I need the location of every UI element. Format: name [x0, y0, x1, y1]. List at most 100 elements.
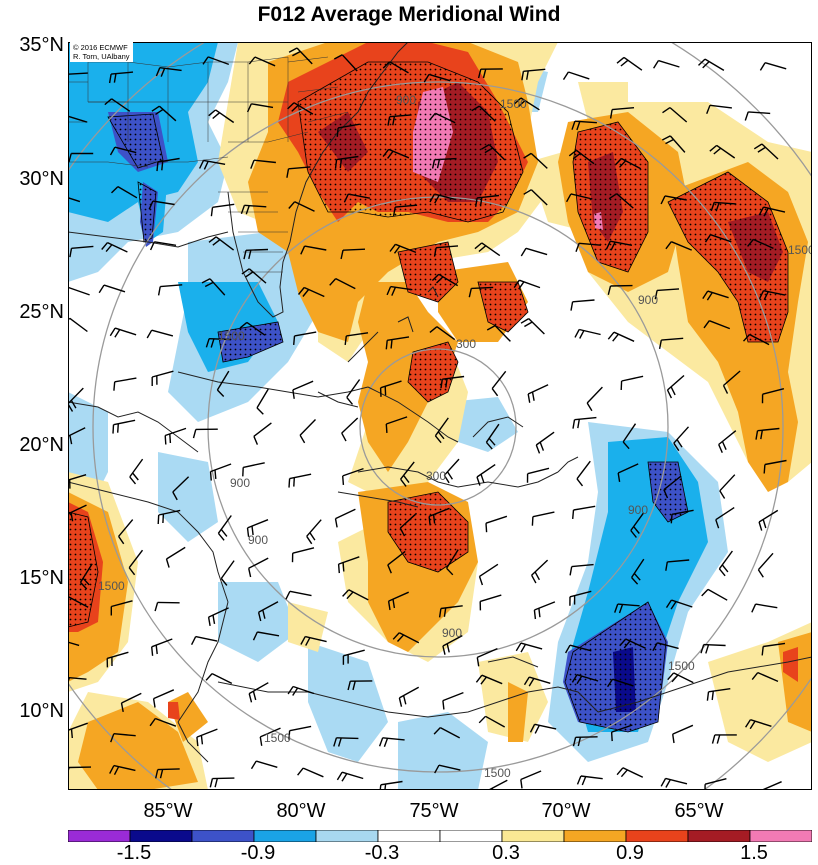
wind-barb-shaft [477, 194, 500, 199]
wind-barb-feather [527, 393, 531, 403]
wind-barb-shaft [292, 380, 314, 391]
wind-barb-shaft [172, 476, 190, 493]
wind-barb-shaft [114, 146, 137, 154]
wind-barb-feather [257, 612, 262, 622]
wind-barb-feather [151, 105, 160, 112]
wind-barb-shaft [293, 102, 314, 115]
wind-barb-shaft [303, 286, 325, 298]
wind-barb-feather [609, 109, 613, 119]
wind-barb-feather [431, 273, 440, 282]
wind-barb-feather [128, 567, 136, 576]
wind-barb-shaft [612, 678, 634, 687]
wind-barb-shaft [764, 459, 787, 466]
wind-barb-feather [203, 160, 209, 170]
wind-barb-shaft [673, 426, 690, 444]
wind-barb-shaft [535, 431, 555, 446]
contour-label-1500-southwest: 1500 [264, 731, 291, 745]
wind-barb-shaft [440, 605, 463, 610]
wind-barb-feather [571, 120, 576, 130]
wind-barb-feather [149, 718, 156, 727]
wind-barb-shaft [762, 388, 785, 395]
wind-barb-feather [305, 637, 311, 646]
lat-label-20n: 20°N [19, 434, 64, 456]
wind-barb-feather [665, 138, 674, 145]
wind-barb-feather [398, 697, 403, 707]
wind-barb-feather [569, 566, 573, 576]
wind-barb-shaft [389, 61, 409, 74]
wind-barb-shaft [438, 273, 459, 287]
wind-barb-shaft [164, 427, 187, 437]
wind-barb-feather [698, 58, 706, 66]
wind-barb-feather [387, 116, 391, 126]
wind-barb-shaft [612, 107, 635, 111]
wind-barb-feather [581, 776, 587, 786]
wind-barb-feather [630, 530, 637, 538]
wind-barb-feather [156, 162, 159, 172]
wind-barb-shaft [442, 691, 464, 702]
wind-barb-feather [443, 607, 447, 617]
wind-barb-feather [129, 476, 137, 485]
wind-barb-feather [614, 158, 622, 166]
colorbar-swatch [563, 830, 627, 842]
wind-barb-shaft [586, 386, 603, 404]
wind-barb-shaft [576, 674, 599, 682]
credit-line-author: R. Torn, UAlbany [73, 52, 130, 61]
wind-barb-feather [288, 201, 296, 209]
wind-barb-feather [538, 608, 541, 618]
wind-barb-shaft [763, 206, 786, 213]
wind-barb-feather [250, 760, 257, 770]
wind-barb-shaft [244, 204, 267, 208]
wind-barb-feather [339, 158, 343, 168]
wind-barb-feather [212, 239, 221, 246]
wind-barb-feather [446, 567, 454, 576]
wind-barb-shaft [657, 288, 680, 292]
wind-barb-shaft [715, 507, 735, 521]
wind-barb-feather [155, 108, 164, 115]
colorbar-label-5: 1.5 [740, 842, 768, 864]
wind-barb-shaft [748, 111, 771, 115]
wind-barb-feather [653, 60, 659, 69]
wind-barb-feather [431, 159, 436, 169]
wind-barb-feather [579, 330, 585, 339]
wind-barb-feather [718, 444, 723, 453]
wind-barb-feather [192, 429, 197, 439]
wind-barb-feather [149, 241, 155, 251]
wind-barb-shaft [479, 594, 502, 603]
wind-barb-shaft [709, 104, 732, 109]
wind-barb-feather [113, 766, 120, 776]
wind-barb-shaft [220, 560, 235, 579]
colorbar-swatch [377, 830, 441, 842]
wind-barb-feather [576, 478, 584, 487]
state-county-borders [68, 56, 349, 273]
wind-barb-feather [285, 590, 291, 600]
wind-barb-feather [389, 243, 396, 252]
wind-barb-feather [82, 577, 90, 586]
wind-barb-shaft [673, 672, 694, 684]
wind-barb-shaft [530, 189, 548, 206]
wind-barb-feather [706, 691, 710, 701]
wind-barb-feather [109, 765, 115, 774]
wind-barb-feather [202, 56, 209, 65]
wind-barb-shaft [434, 157, 457, 161]
wind-barb-feather [248, 56, 256, 65]
contour-label-1500-north: 1500 [500, 97, 527, 111]
wind-barb-shaft [68, 286, 90, 296]
wind-barb-feather [663, 489, 669, 499]
contour-label-1500-far-west: 1500 [98, 579, 125, 593]
wind-barb-feather [517, 100, 526, 108]
wind-barb-feather [69, 435, 73, 445]
wind-barb-shaft [750, 719, 772, 727]
wind-barb-shaft [494, 325, 511, 342]
wind-barb-feather [751, 603, 757, 613]
wind-barb-feather [442, 645, 446, 655]
wind-barb-feather [293, 477, 295, 487]
wind-barb-shaft [485, 715, 506, 728]
wind-barb-feather [220, 528, 228, 537]
wind-barb-feather [710, 202, 715, 212]
wind-barb-feather [212, 614, 216, 625]
wind-barb-shaft [209, 278, 226, 296]
wind-barb-shaft [212, 203, 235, 208]
wind-barb-feather [385, 423, 388, 433]
wind-barb-feather [248, 250, 252, 260]
wind-barb-shaft [257, 631, 280, 637]
